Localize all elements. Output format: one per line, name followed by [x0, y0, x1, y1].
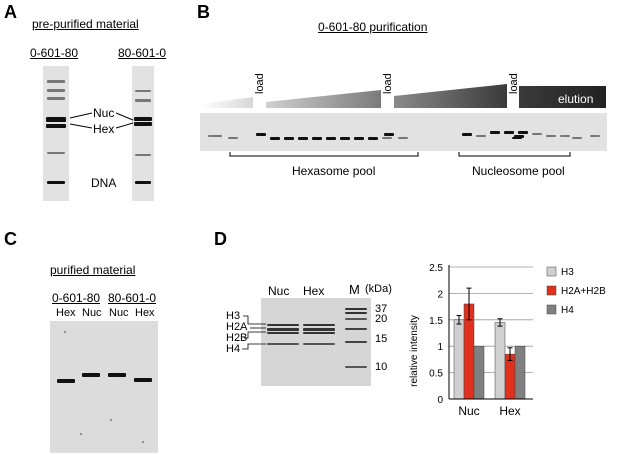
legend-swatch — [546, 266, 557, 277]
y-tick-label: 0.5 — [429, 369, 443, 380]
panel-c-lane-label-3: Nuc — [109, 307, 129, 319]
y-tick-label: 1.5 — [429, 316, 443, 327]
panel-c-group-label-2: 80-601-0 — [108, 291, 157, 305]
dna-label: DNA — [91, 176, 117, 190]
chart-bars — [453, 287, 526, 400]
bar-nuc-0 — [453, 319, 465, 400]
chart-y-axis-label: relative intensity — [409, 315, 420, 387]
gel-lane-label-nuc: Nuc — [268, 284, 290, 298]
histone-gel — [261, 298, 371, 386]
marker-20: 20 — [375, 313, 388, 325]
legend-swatch — [546, 285, 557, 296]
x-tick-label: Nuc — [458, 404, 479, 418]
kda-label: (kDa) — [365, 283, 392, 295]
panel-c-title: purified material — [50, 263, 136, 277]
elution-label: elution — [558, 92, 594, 106]
histone-label-h4: H4 — [226, 343, 241, 355]
y-tick-label: 0 — [437, 395, 443, 406]
legend-label: H4 — [561, 305, 574, 316]
panel-c-lane-label-1: Hex — [56, 307, 76, 319]
gel-lane-a2 — [132, 66, 154, 201]
y-tick-label: 2 — [437, 289, 443, 300]
panel-c-group-label-1: 0-601-80 — [52, 291, 101, 305]
gel-lane-label-hex: Hex — [303, 284, 325, 298]
column-fraction-gel — [200, 113, 607, 151]
panel-label-c: C — [4, 229, 17, 249]
panel-label-d: D — [214, 229, 227, 249]
panel-label-b: B — [197, 2, 210, 22]
bar-nuc-2 — [473, 345, 485, 400]
panel-c-lane-label-4: Hex — [135, 307, 155, 319]
nuc-band — [46, 117, 66, 122]
chart-legend: H3 H2A+H2B H4 — [546, 266, 606, 316]
gel-lane-a1 — [43, 66, 69, 201]
hex-label: Hex — [93, 122, 115, 136]
marker-10: 10 — [375, 361, 388, 373]
panel-label-a: A — [4, 2, 17, 22]
panel-a-lane-label-1: 0-601-80 — [30, 46, 79, 60]
histone-label-h3: H3 — [226, 310, 241, 322]
bar-hex-0 — [494, 322, 506, 400]
chart-axis: 0 0.5 1 1.5 2 2.5 Nuc Hex — [429, 263, 533, 418]
y-tick-label: 2.5 — [429, 263, 443, 274]
hexasome-pool-label: Hexasome pool — [292, 164, 376, 178]
histone-label-h2b: H2B — [226, 332, 248, 344]
marker-15: 15 — [375, 333, 388, 345]
dna-band — [47, 181, 65, 184]
y-tick-label: 1 — [437, 342, 443, 353]
purified-material-gel — [50, 321, 158, 453]
legend-swatch — [546, 304, 557, 315]
panel-a-lane-label-2: 80-601-0 — [118, 46, 167, 60]
panel-c-lane-label-2: Nuc — [82, 307, 102, 319]
marker-37: 37 — [375, 303, 388, 315]
gel-lane-label-m: M — [349, 282, 360, 297]
panel-a-title: pre-purified material — [32, 17, 139, 31]
legend-label: H3 — [561, 267, 574, 278]
legend-label: H2A+H2B — [561, 286, 606, 297]
nuc-label: Nuc — [93, 106, 115, 120]
bar-hex-2 — [514, 345, 526, 400]
relative-intensity-chart: 0 0.5 1 1.5 2 2.5 Nuc Hex relative intensity H3… — [409, 263, 606, 418]
nucleosome-pool-label: Nucleosome pool — [472, 164, 565, 178]
panel-b-title: 0-601-80 purification — [318, 20, 428, 34]
hex-band — [46, 124, 66, 128]
x-tick-label: Hex — [499, 404, 520, 418]
histone-label-h2a: H2A — [226, 321, 248, 333]
